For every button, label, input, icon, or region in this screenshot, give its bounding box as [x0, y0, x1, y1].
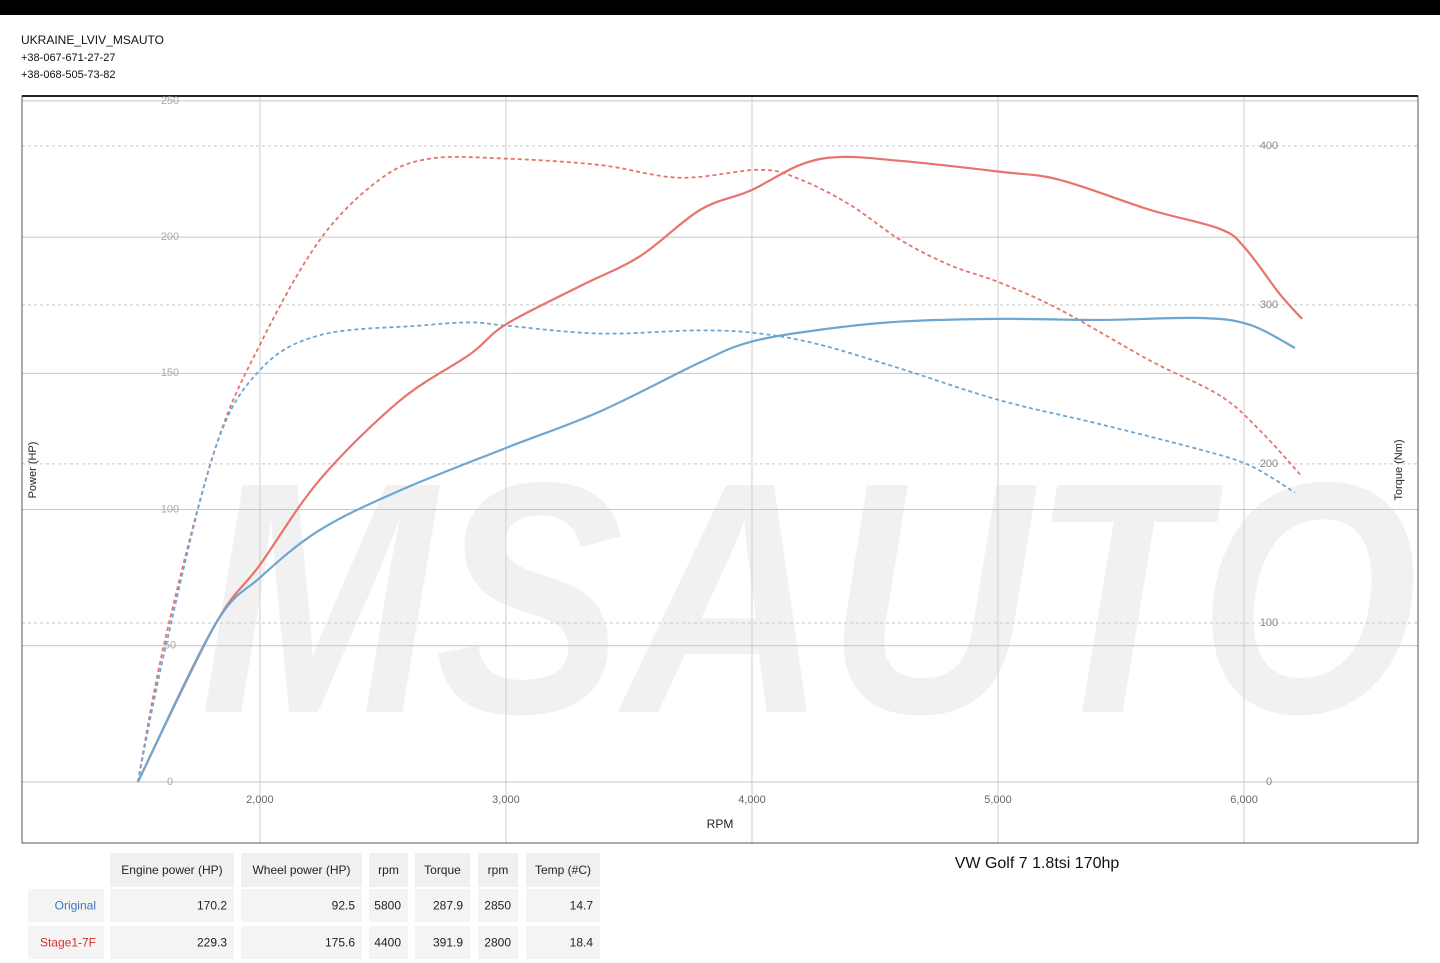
y-tick-label: 100 [161, 503, 179, 515]
torque-curve [136, 155, 1303, 783]
table-cell [478, 926, 518, 959]
y2-tick-label: 300 [1260, 299, 1278, 311]
table-cell [526, 926, 600, 959]
table-value: 4400 [374, 936, 401, 950]
table-value: 2850 [484, 899, 511, 913]
watermark: MSAUTO [200, 413, 1418, 782]
table-cell [28, 926, 104, 959]
y2-tick-label: 400 [1260, 140, 1278, 152]
y-tick-label: 250 [161, 95, 179, 107]
table-cell [28, 889, 104, 922]
table-cell [369, 926, 408, 959]
table-cell [478, 889, 518, 922]
table-cell [369, 889, 408, 922]
table-value: 170.2 [197, 899, 227, 913]
table-value: 229.3 [197, 936, 227, 950]
top-bar [0, 0, 1440, 15]
table-value: 287.9 [433, 899, 463, 913]
y-tick-label: 150 [161, 367, 179, 379]
chart-title: VW Golf 7 1.8tsi 170hp [955, 855, 1120, 872]
watermark-layer: MSAUTO [200, 413, 1418, 782]
table-value: 175.6 [325, 936, 355, 950]
y2-axis-label: Torque (Nm) [1393, 439, 1405, 500]
table-value: 92.5 [332, 899, 356, 913]
table-cell [110, 889, 234, 922]
table-cell [241, 926, 362, 959]
table-header-cell [415, 853, 470, 887]
table-header: Wheel power (HP) [252, 863, 350, 877]
x-tick-label: 2,000 [246, 794, 274, 806]
table-cell [241, 889, 362, 922]
header-line: UKRAINE_LVIV_MSAUTO [21, 33, 164, 47]
table-header-cell [110, 853, 234, 887]
header-line: +38-068-505-73-82 [21, 69, 116, 81]
table-header: rpm [378, 863, 399, 877]
x-tick-label: 4,000 [738, 794, 766, 806]
grid-layer [22, 96, 1418, 843]
power-curve [136, 316, 1296, 783]
table-header-cell [526, 853, 600, 887]
x-axis-label: RPM [707, 817, 734, 831]
table-row-name: Stage1-7F [40, 936, 96, 950]
y-axis-label: Power (HP) [27, 442, 39, 499]
table-header-cell [369, 853, 408, 887]
table-cell [110, 926, 234, 959]
torque-curve [137, 321, 1296, 783]
x-tick-label: 5,000 [984, 794, 1012, 806]
table-header-cell [241, 853, 362, 887]
power-curve [136, 155, 1303, 783]
table-header: Torque [424, 863, 461, 877]
x-tick-label: 3,000 [492, 794, 520, 806]
table-row-name: Original [55, 899, 96, 913]
table-cell [415, 926, 470, 959]
table-header-cell [478, 853, 518, 887]
y2-tick-label: 200 [1260, 458, 1278, 470]
table-header: Temp (#C) [535, 863, 591, 877]
table-value: 2800 [484, 936, 511, 950]
table-cell [415, 889, 470, 922]
table-header: Engine power (HP) [121, 863, 222, 877]
x-tick-label: 6,000 [1230, 794, 1258, 806]
y-tick-label: 200 [161, 231, 179, 243]
y2-tick-label: 100 [1260, 617, 1278, 629]
header-line: +38-067-671-27-27 [21, 52, 116, 64]
y-tick-label: 0 [167, 776, 173, 788]
table-cell [526, 889, 600, 922]
table-value: 18.4 [570, 936, 594, 950]
table-value: 5800 [374, 899, 401, 913]
y2-tick-label: 0 [1266, 776, 1272, 788]
table-header: rpm [488, 863, 509, 877]
table-value: 391.9 [433, 936, 463, 950]
table-value: 14.7 [570, 899, 594, 913]
